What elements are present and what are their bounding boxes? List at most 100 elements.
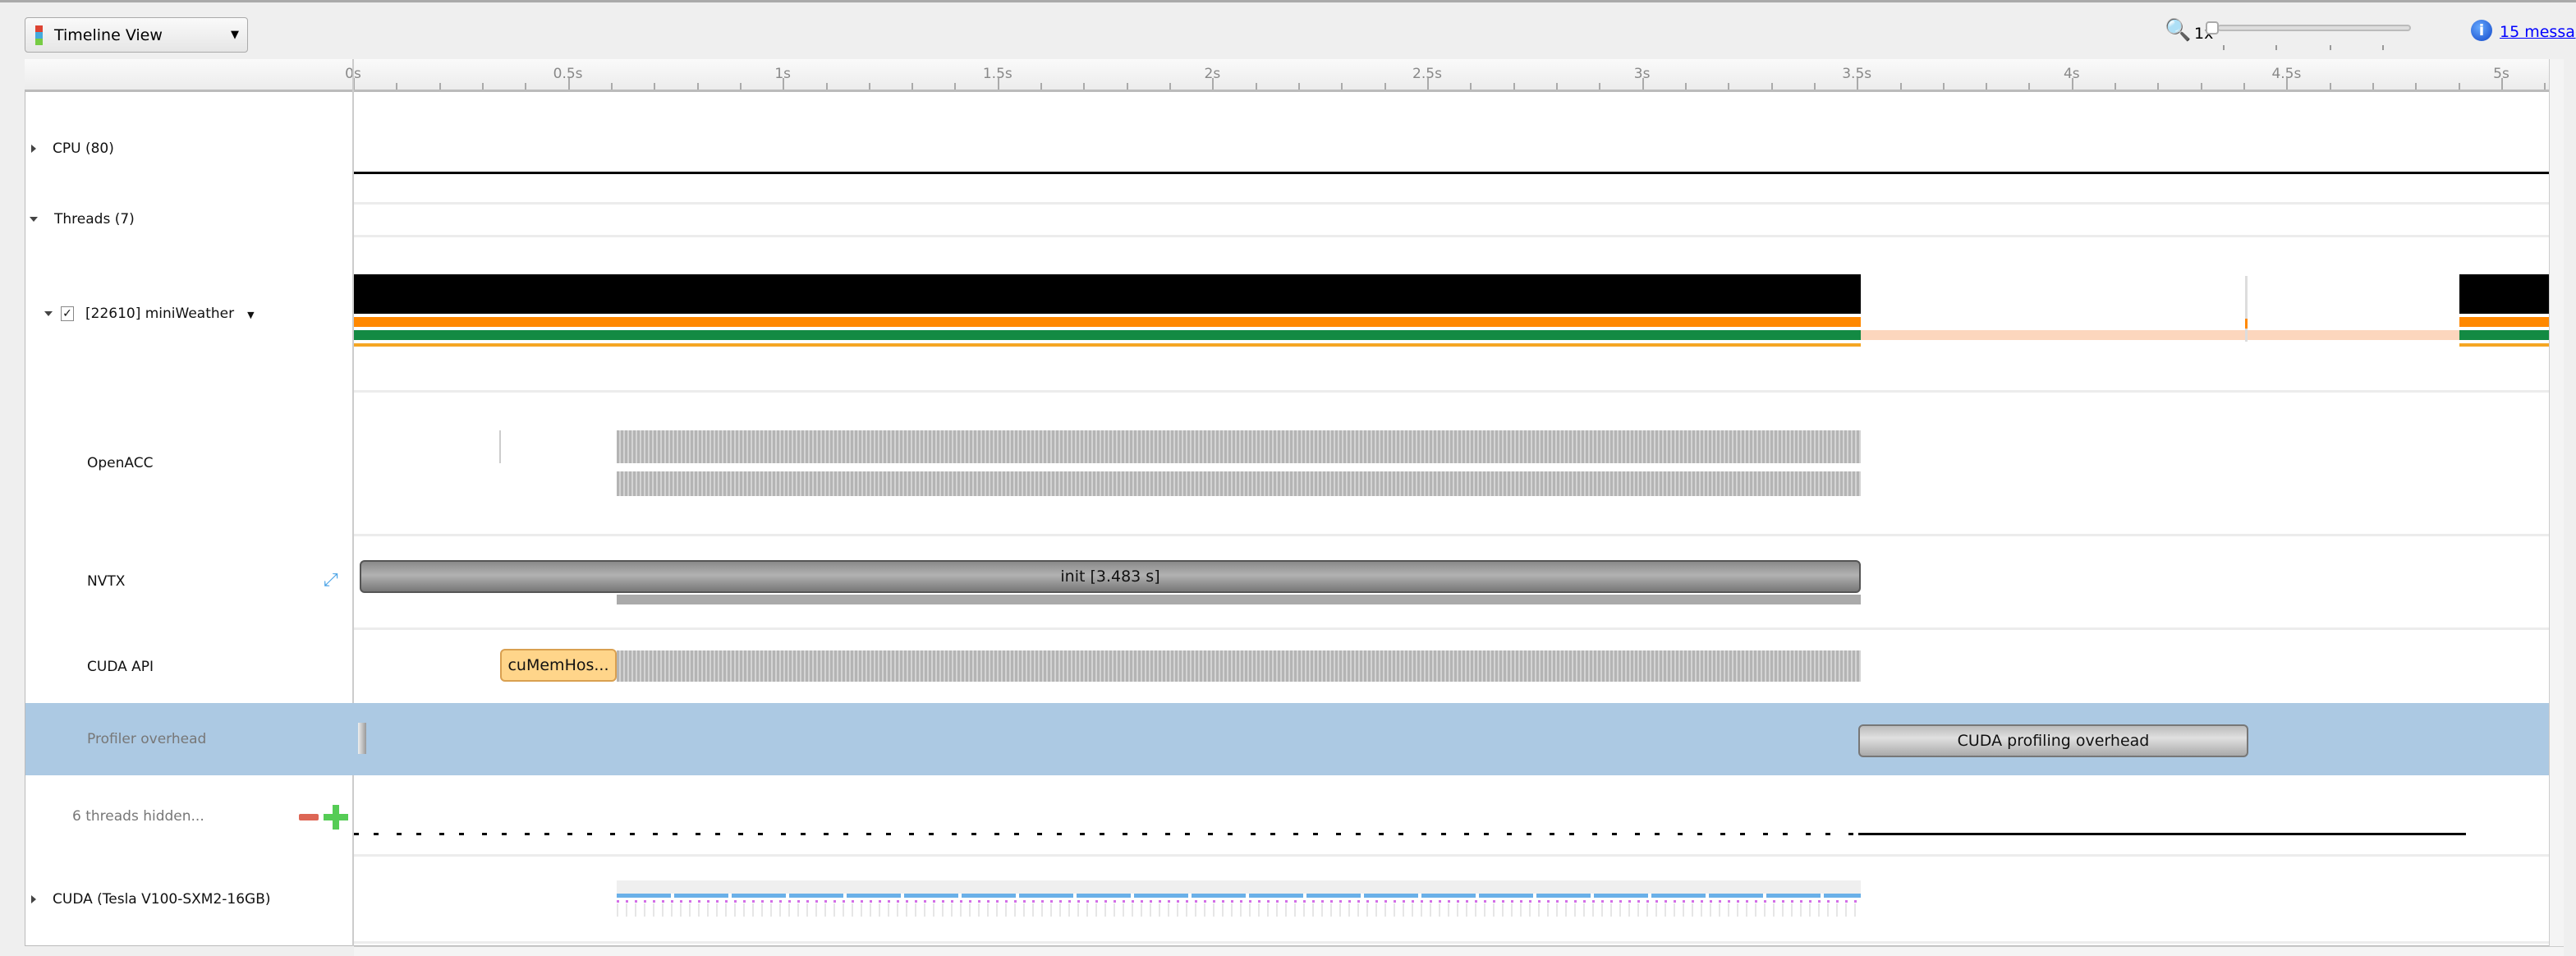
ruler-tick: [2286, 78, 2289, 90]
ruler-tick: [2501, 78, 2503, 90]
timeline-panel: [25, 59, 2564, 946]
row-nvtx[interactable]: NVTX: [87, 573, 126, 590]
ruler-tick: [2329, 83, 2331, 90]
ruler-tick: [1555, 83, 1558, 90]
zoom-slider-thumb[interactable]: [2206, 21, 2219, 34]
ruler-tick: [2544, 83, 2546, 90]
row-label: [22610] miniWeather: [85, 306, 235, 322]
ruler-tick-label: 3s: [1633, 66, 1651, 82]
thread-checkbox[interactable]: ✓: [61, 306, 74, 321]
ruler-tick: [2458, 83, 2460, 90]
row-hidden-threads: 6 threads hidden...: [72, 808, 204, 825]
row-profiler-overhead[interactable]: Profiler overhead: [87, 731, 207, 747]
ruler-tick: [396, 83, 398, 90]
thread-activity-block[interactable]: [2459, 274, 2564, 314]
ruler-tick: [353, 78, 355, 90]
hidden-threads-activity: [354, 833, 1857, 835]
overhead-event[interactable]: [358, 723, 366, 754]
ruler-tick: [696, 83, 699, 90]
row-cuda-device[interactable]: CUDA (Tesla V100-SXM2-16GB): [31, 891, 271, 908]
ruler-tick: [825, 83, 828, 90]
ruler-tick: [1942, 83, 1945, 90]
ruler-tick-label: 4s: [2063, 66, 2080, 82]
ruler-tick: [525, 83, 527, 90]
cpu-usage-line: [354, 172, 2564, 174]
vertical-scrollbar[interactable]: [2549, 59, 2564, 946]
chevron-down-icon[interactable]: ▼: [247, 310, 255, 320]
openacc-event[interactable]: [499, 430, 501, 463]
plus-icon[interactable]: [324, 805, 348, 830]
ruler-tick: [2243, 83, 2246, 90]
panel-divider[interactable]: [352, 59, 354, 946]
row-label: CUDA (Tesla V100-SXM2-16GB): [53, 891, 271, 908]
row-openacc[interactable]: OpenACC: [87, 455, 154, 471]
ruler-tick: [783, 78, 785, 90]
ruler-tick: [2372, 83, 2375, 90]
thread-state-bar: [354, 330, 1861, 340]
ruler-tick: [1813, 83, 1816, 90]
cuda-memcpy-marks[interactable]: [617, 900, 1861, 903]
thread-state-bar: [2459, 330, 2564, 340]
ruler-tick: [868, 83, 870, 90]
ruler-tick: [2115, 83, 2117, 90]
ruler-tick: [1040, 83, 1043, 90]
messages-link[interactable]: 15 message: [2500, 23, 2576, 41]
view-selector-dropdown[interactable]: Timeline View ▼: [25, 17, 248, 53]
row-label: CPU (80): [53, 140, 114, 157]
cuda-api-calls[interactable]: [617, 650, 1861, 682]
ruler-tick: [1298, 83, 1301, 90]
ruler-tick-label: 5s: [2493, 66, 2509, 82]
collapse-icon[interactable]: [44, 311, 53, 316]
zoom-slider[interactable]: [2217, 25, 2411, 31]
ruler-tick: [1728, 83, 1730, 90]
expand-icon[interactable]: [31, 145, 36, 153]
horizontal-scrollbar[interactable]: [354, 946, 2564, 956]
ruler-tick: [1986, 83, 1988, 90]
nvtx-range-init[interactable]: init [3.483 s]: [360, 560, 1861, 593]
ruler-tick-label: 1s: [774, 66, 792, 82]
slider-tick: [2275, 45, 2277, 50]
ruler-tick: [1083, 83, 1086, 90]
cuda-profiling-overhead-bar[interactable]: CUDA profiling overhead: [1858, 724, 2248, 757]
info-icon[interactable]: i: [2471, 20, 2492, 41]
collapse-icon[interactable]: [30, 217, 38, 222]
ruler-tick: [654, 83, 656, 90]
cuda-kernels-bar[interactable]: [617, 894, 1861, 898]
ruler-tick: [2071, 78, 2073, 90]
ruler-tick: [1341, 83, 1343, 90]
ruler-tick: [1255, 83, 1257, 90]
ruler-tick: [1770, 83, 1773, 90]
expand-icon[interactable]: [31, 895, 36, 903]
stacked-bars-icon: [35, 25, 43, 45]
ruler-tick-label: 3.5s: [1842, 66, 1872, 82]
chevron-down-icon: ▼: [231, 29, 239, 41]
hidden-threads-activity: [1858, 833, 2466, 835]
cuda-api-call-cumemhost[interactable]: cuMemHos...: [500, 649, 617, 682]
ruler-tick: [567, 78, 570, 90]
openacc-events-row-1[interactable]: [617, 430, 1861, 463]
row-threads[interactable]: Threads (7): [30, 211, 135, 228]
ruler-tick: [1513, 83, 1515, 90]
row-cuda-api[interactable]: CUDA API: [87, 659, 154, 675]
ruler-tick: [997, 78, 999, 90]
ruler-tick: [2415, 83, 2418, 90]
openacc-events-row-2[interactable]: [617, 471, 1861, 496]
expand-arrows-icon[interactable]: ⤢: [324, 570, 338, 591]
ruler-tick: [2200, 83, 2202, 90]
thread-activity-block[interactable]: [354, 274, 1861, 314]
ruler-tick-label: 4.5s: [2271, 66, 2302, 82]
ruler-tick: [954, 83, 957, 90]
ruler-tick-label: 2.5s: [1412, 66, 1442, 82]
row-cpu[interactable]: CPU (80): [31, 140, 114, 157]
minus-icon[interactable]: [299, 814, 319, 820]
nvtx-sub-range[interactable]: [617, 595, 1861, 604]
ruler-tick: [1126, 83, 1128, 90]
ruler-tick-label: 1.5s: [982, 66, 1012, 82]
row-label: Threads (7): [54, 211, 135, 228]
row-thread-miniweather[interactable]: ✓ [22610] miniWeather ▼: [44, 306, 255, 322]
view-selector-label: Timeline View: [54, 25, 163, 44]
row-separator: [354, 534, 2564, 536]
ruler-tick: [1470, 83, 1472, 90]
ruler-tick: [1169, 83, 1172, 90]
